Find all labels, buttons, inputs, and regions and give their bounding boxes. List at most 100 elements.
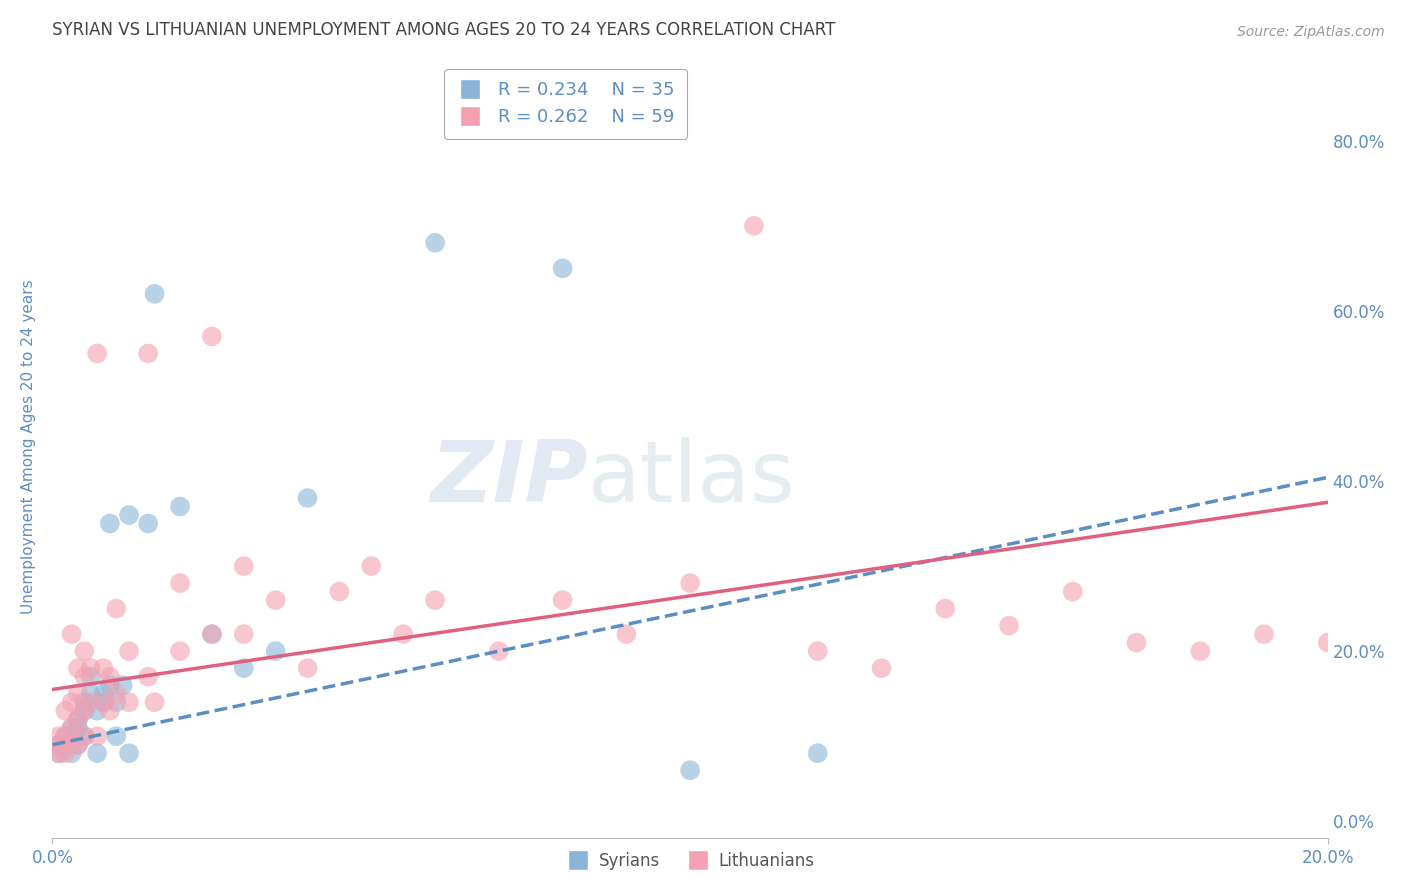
Point — [93, 695, 115, 709]
Point — [73, 644, 96, 658]
Point — [86, 346, 108, 360]
Point — [80, 687, 103, 701]
Point — [73, 729, 96, 743]
Point — [98, 678, 121, 692]
Point — [297, 661, 319, 675]
Point — [328, 584, 350, 599]
Point — [264, 644, 287, 658]
Point — [73, 695, 96, 709]
Point — [73, 704, 96, 718]
Point — [118, 508, 141, 522]
Point — [423, 235, 446, 250]
Text: Source: ZipAtlas.com: Source: ZipAtlas.com — [1237, 25, 1385, 39]
Y-axis label: Unemployment Among Ages 20 to 24 years: Unemployment Among Ages 20 to 24 years — [21, 280, 35, 615]
Point — [111, 678, 134, 692]
Point — [201, 627, 224, 641]
Point — [679, 576, 702, 591]
Point — [80, 661, 103, 675]
Point — [807, 746, 830, 760]
Point — [93, 687, 115, 701]
Point — [86, 746, 108, 760]
Point — [73, 729, 96, 743]
Point — [232, 661, 254, 675]
Point — [98, 670, 121, 684]
Point — [143, 695, 166, 709]
Point — [98, 516, 121, 531]
Point — [105, 601, 128, 615]
Point — [807, 644, 830, 658]
Point — [616, 627, 638, 641]
Point — [48, 729, 70, 743]
Point — [60, 721, 83, 735]
Point — [66, 738, 89, 752]
Point — [1125, 635, 1147, 649]
Point — [1062, 584, 1084, 599]
Point — [60, 721, 83, 735]
Point — [80, 695, 103, 709]
Point — [232, 559, 254, 574]
Text: SYRIAN VS LITHUANIAN UNEMPLOYMENT AMONG AGES 20 TO 24 YEARS CORRELATION CHART: SYRIAN VS LITHUANIAN UNEMPLOYMENT AMONG … — [52, 21, 837, 39]
Point — [297, 491, 319, 505]
Point — [48, 746, 70, 760]
Point — [66, 712, 89, 726]
Point — [53, 746, 76, 760]
Point — [53, 704, 76, 718]
Point — [870, 661, 893, 675]
Point — [48, 738, 70, 752]
Point — [48, 746, 70, 760]
Point — [679, 763, 702, 777]
Point — [392, 627, 415, 641]
Point — [169, 644, 191, 658]
Point — [93, 661, 115, 675]
Point — [53, 729, 76, 743]
Point — [118, 695, 141, 709]
Point — [998, 618, 1021, 632]
Point — [742, 219, 765, 233]
Point — [48, 738, 70, 752]
Point — [169, 576, 191, 591]
Point — [143, 286, 166, 301]
Point — [169, 500, 191, 514]
Point — [136, 516, 159, 531]
Point — [934, 601, 956, 615]
Point — [551, 593, 574, 607]
Point — [86, 729, 108, 743]
Point — [118, 746, 141, 760]
Point — [73, 704, 96, 718]
Point — [105, 729, 128, 743]
Point — [66, 738, 89, 752]
Point — [551, 261, 574, 276]
Point — [93, 695, 115, 709]
Point — [66, 721, 89, 735]
Point — [232, 627, 254, 641]
Point — [423, 593, 446, 607]
Point — [98, 704, 121, 718]
Point — [136, 670, 159, 684]
Point — [60, 695, 83, 709]
Point — [80, 670, 103, 684]
Legend: Syrians, Lithuanians: Syrians, Lithuanians — [560, 846, 821, 877]
Point — [360, 559, 382, 574]
Point — [136, 346, 159, 360]
Point — [105, 695, 128, 709]
Point — [1189, 644, 1212, 658]
Point — [86, 704, 108, 718]
Point — [60, 627, 83, 641]
Point — [105, 687, 128, 701]
Point — [1253, 627, 1275, 641]
Point — [60, 746, 83, 760]
Point — [118, 644, 141, 658]
Point — [60, 738, 83, 752]
Point — [488, 644, 510, 658]
Point — [1316, 635, 1339, 649]
Point — [66, 712, 89, 726]
Text: atlas: atlas — [588, 437, 796, 520]
Point — [201, 329, 224, 343]
Point — [264, 593, 287, 607]
Text: ZIP: ZIP — [430, 437, 588, 520]
Point — [73, 670, 96, 684]
Point — [53, 729, 76, 743]
Point — [66, 687, 89, 701]
Point — [201, 627, 224, 641]
Point — [66, 661, 89, 675]
